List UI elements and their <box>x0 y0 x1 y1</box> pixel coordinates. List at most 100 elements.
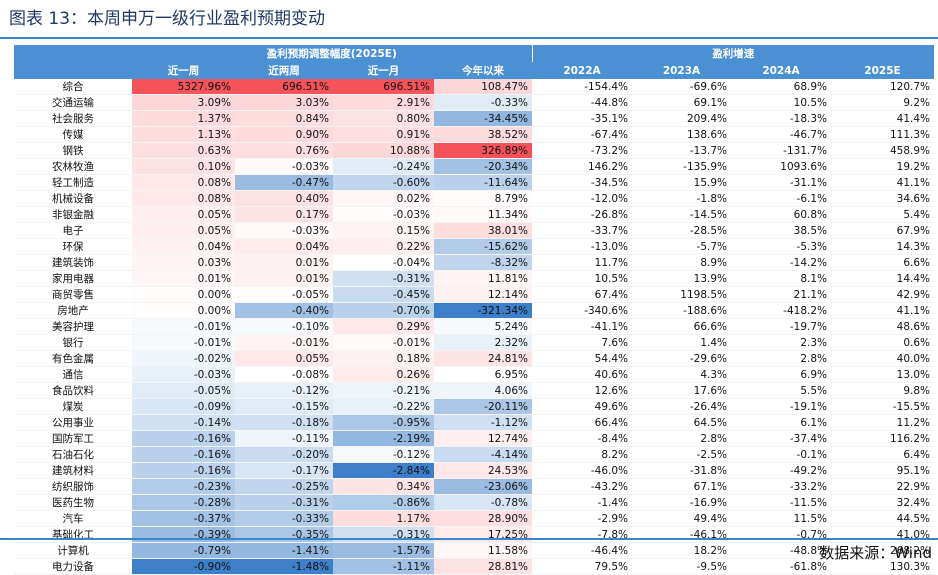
value-cell: -23.06% <box>434 478 532 495</box>
value-cell: 116.2% <box>831 430 934 447</box>
value-cell: 0.05% <box>132 222 235 239</box>
value-cell: 60.8% <box>731 206 831 223</box>
value-cell: -1.4% <box>532 494 632 511</box>
value-cell: 40.6% <box>532 366 632 383</box>
bottom-divider <box>0 538 938 540</box>
value-cell: -18.3% <box>731 110 831 127</box>
table-row: 银行 -0.01% -0.01% -0.01% 2.32% 7.6% 1.4% 2.3% 0.6… <box>14 334 934 351</box>
value-cell: 10.5% <box>731 94 831 111</box>
column-header: 近一周 <box>132 62 235 79</box>
value-cell: 146.2% <box>532 158 632 175</box>
table-row: 有色金属 -0.02% 0.05% 0.18% 24.81% 54.4% -29.6% 2.8… <box>14 350 934 367</box>
industry-name-cell: 汽车 <box>14 510 132 527</box>
value-cell: -26.4% <box>632 398 731 415</box>
value-cell: -0.86% <box>333 494 434 511</box>
value-cell: 0.02% <box>333 190 434 207</box>
table-row: 纺织服饰 -0.23% -0.25% 0.34% -23.06% -43.2% 67.1% -… <box>14 478 934 495</box>
value-cell: 14.3% <box>831 238 934 255</box>
value-cell: 40.0% <box>831 350 934 367</box>
table-row: 基础化工 -0.39% -0.35% -0.31% 17.25% -7.8% -46.1% -… <box>14 526 934 543</box>
value-cell: -0.21% <box>333 382 434 399</box>
value-cell: 8.9% <box>632 254 731 271</box>
value-cell: -0.16% <box>132 462 235 479</box>
value-cell: -1.41% <box>235 542 333 559</box>
value-cell: 34.6% <box>831 190 934 207</box>
industry-name-cell: 公用事业 <box>14 414 132 431</box>
table-row: 交通运输 3.09% 3.03% 2.91% -0.33% -44.8% 69.1% 10.5… <box>14 94 934 111</box>
value-cell: -0.16% <box>132 446 235 463</box>
industry-name-cell: 农林牧渔 <box>14 158 132 175</box>
table-row: 家用电器 0.01% 0.01% -0.31% 11.81% 10.5% 13.9% 8.1%… <box>14 270 934 287</box>
value-cell: 0.76% <box>235 142 333 159</box>
value-cell: 68.9% <box>731 79 831 95</box>
value-cell: -46.4% <box>532 542 632 559</box>
value-cell: 28.90% <box>434 510 532 527</box>
value-cell: 209.4% <box>632 110 731 127</box>
value-cell: -0.03% <box>235 222 333 239</box>
value-cell: -8.32% <box>434 254 532 271</box>
value-cell: -73.2% <box>532 142 632 159</box>
value-cell: 0.90% <box>235 126 333 143</box>
value-cell: -340.6% <box>532 302 632 319</box>
value-cell: 6.6% <box>831 254 934 271</box>
value-cell: -0.16% <box>132 430 235 447</box>
value-cell: -0.95% <box>333 414 434 431</box>
value-cell: 5327.96% <box>132 79 235 95</box>
table-row: 社会服务 1.37% 0.84% 0.80% -34.45% -35.1% 209.4% -1… <box>14 110 934 127</box>
value-cell: -0.31% <box>333 526 434 543</box>
industry-name-cell: 非银金融 <box>14 206 132 223</box>
value-cell: -11.5% <box>731 494 831 511</box>
value-cell: -0.01% <box>132 318 235 335</box>
industry-earnings-table: 盈利预期调整幅度(2025E) 盈利增速 近一周 近两周 近一月 今年以来 20… <box>14 45 934 575</box>
value-cell: 696.51% <box>333 79 434 95</box>
value-cell: -2.84% <box>333 462 434 479</box>
value-cell: -0.17% <box>235 462 333 479</box>
industry-name-cell: 机械设备 <box>14 190 132 207</box>
value-cell: -28.5% <box>632 222 731 239</box>
value-cell: 1.4% <box>632 334 731 351</box>
value-cell: 0.91% <box>333 126 434 143</box>
value-cell: 5.5% <box>731 382 831 399</box>
value-cell: 0.05% <box>235 350 333 367</box>
value-cell: -20.34% <box>434 158 532 175</box>
industry-name-cell: 钢铁 <box>14 142 132 159</box>
value-cell: 11.81% <box>434 270 532 287</box>
value-cell: -0.79% <box>132 542 235 559</box>
value-cell: 13.9% <box>632 270 731 287</box>
value-cell: -1.57% <box>333 542 434 559</box>
value-cell: -0.05% <box>132 382 235 399</box>
value-cell: 66.6% <box>632 318 731 335</box>
value-cell: -0.01% <box>333 334 434 351</box>
table-row: 建筑装饰 0.03% 0.01% -0.04% -8.32% 11.7% 8.9% -14.2… <box>14 254 934 271</box>
value-cell: 0.00% <box>132 302 235 319</box>
value-cell: -11.64% <box>434 174 532 191</box>
value-cell: 4.3% <box>632 366 731 383</box>
value-cell: 2.8% <box>632 430 731 447</box>
industry-name-cell: 社会服务 <box>14 110 132 127</box>
table-row: 电力设备 -0.90% -1.48% -1.11% 28.81% 79.5% -9.5% -6… <box>14 558 934 575</box>
value-cell: -0.1% <box>731 446 831 463</box>
table-row: 房地产 0.00% -0.40% -0.70% -321.34% -340.6% -188.… <box>14 302 934 319</box>
value-cell: -0.39% <box>132 526 235 543</box>
value-cell: -8.4% <box>532 430 632 447</box>
industry-name-cell: 通信 <box>14 366 132 383</box>
value-cell: -31.8% <box>632 462 731 479</box>
value-cell: 79.5% <box>532 558 632 575</box>
industry-name-cell: 美容护理 <box>14 318 132 335</box>
value-cell: -5.3% <box>731 238 831 255</box>
value-cell: -0.35% <box>235 526 333 543</box>
value-cell: 54.4% <box>532 350 632 367</box>
header-industry <box>14 62 132 79</box>
value-cell: -0.04% <box>333 254 434 271</box>
header-corner <box>14 45 132 62</box>
value-cell: -0.47% <box>235 174 333 191</box>
industry-name-cell: 交通运输 <box>14 94 132 111</box>
value-cell: -0.12% <box>333 446 434 463</box>
value-cell: 11.58% <box>434 542 532 559</box>
value-cell: 18.2% <box>632 542 731 559</box>
value-cell: 6.9% <box>731 366 831 383</box>
value-cell: 41.4% <box>831 110 934 127</box>
value-cell: -1.8% <box>632 190 731 207</box>
value-cell: -0.18% <box>235 414 333 431</box>
table-row: 钢铁 0.63% 0.76% 10.88% 326.89% -73.2% -13.7% -13… <box>14 142 934 159</box>
